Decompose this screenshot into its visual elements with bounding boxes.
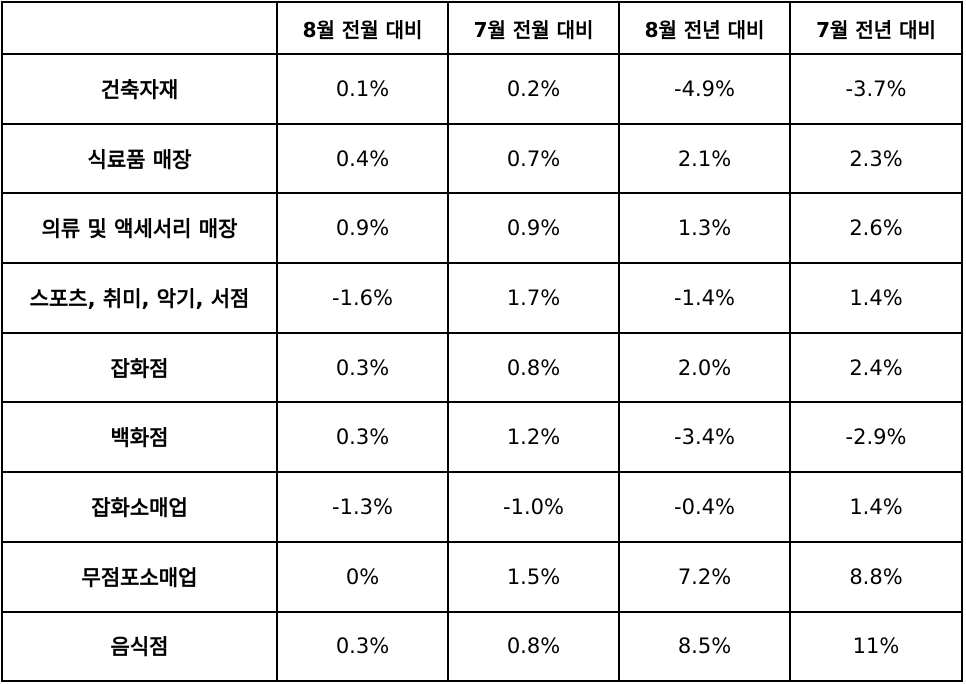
cell-jul-yoy: 8.8% xyxy=(789,540,963,613)
cell-jul-mom: 0.7% xyxy=(447,122,620,195)
header-jul-yoy: 7월 전년 대비 xyxy=(789,1,963,55)
cell-aug-mom: 0.9% xyxy=(276,192,449,265)
table-row: 스포츠, 취미, 악기, 서점 -1.6% 1.7% -1.4% 1.4% xyxy=(1,262,963,334)
table-row: 건축자재 0.1% 0.2% -4.9% -3.7% xyxy=(1,53,963,125)
header-aug-mom: 8월 전월 대비 xyxy=(276,1,449,55)
cell-aug-yoy: -4.9% xyxy=(618,53,791,125)
cell-aug-mom: 0.4% xyxy=(276,122,449,195)
row-label: 잡화점 xyxy=(1,331,278,404)
row-label: 음식점 xyxy=(1,610,278,683)
cell-jul-mom: 1.5% xyxy=(447,540,620,613)
row-label: 잡화소매업 xyxy=(1,471,278,543)
table-row: 식료품 매장 0.4% 0.7% 2.1% 2.3% xyxy=(1,122,963,195)
cell-aug-mom: -1.3% xyxy=(276,471,449,543)
table-row: 백화점 0.3% 1.2% -3.4% -2.9% xyxy=(1,401,963,474)
cell-aug-yoy: 2.0% xyxy=(618,331,791,404)
header-jul-mom: 7월 전월 대비 xyxy=(447,1,620,55)
row-label: 건축자재 xyxy=(1,53,278,125)
cell-jul-mom: -1.0% xyxy=(447,471,620,543)
table-row: 잡화점 0.3% 0.8% 2.0% 2.4% xyxy=(1,331,963,404)
cell-jul-mom: 1.2% xyxy=(447,401,620,474)
cell-aug-yoy: -3.4% xyxy=(618,401,791,474)
cell-aug-mom: 0% xyxy=(276,540,449,613)
cell-aug-mom: 0.1% xyxy=(276,53,449,125)
row-label: 백화점 xyxy=(1,401,278,474)
row-label: 스포츠, 취미, 악기, 서점 xyxy=(1,262,278,334)
cell-aug-mom: 0.3% xyxy=(276,401,449,474)
cell-jul-yoy: 1.4% xyxy=(789,262,963,334)
cell-jul-yoy: -3.7% xyxy=(789,53,963,125)
cell-aug-yoy: -0.4% xyxy=(618,471,791,543)
cell-aug-yoy: 8.5% xyxy=(618,610,791,683)
cell-jul-mom: 0.8% xyxy=(447,331,620,404)
table-row: 잡화소매업 -1.3% -1.0% -0.4% 1.4% xyxy=(1,471,963,543)
cell-jul-yoy: -2.9% xyxy=(789,401,963,474)
cell-aug-mom: -1.6% xyxy=(276,262,449,334)
header-cell-empty xyxy=(1,1,278,55)
table-header-row: 8월 전월 대비 7월 전월 대비 8월 전년 대비 7월 전년 대비 xyxy=(1,1,963,55)
cell-jul-yoy: 2.6% xyxy=(789,192,963,265)
cell-jul-yoy: 2.4% xyxy=(789,331,963,404)
cell-aug-mom: 0.3% xyxy=(276,610,449,683)
cell-jul-yoy: 1.4% xyxy=(789,471,963,543)
cell-aug-yoy: 7.2% xyxy=(618,540,791,613)
cell-jul-mom: 1.7% xyxy=(447,262,620,334)
row-label: 무점포소매업 xyxy=(1,540,278,613)
row-label: 의류 및 액세서리 매장 xyxy=(1,192,278,265)
header-aug-yoy: 8월 전년 대비 xyxy=(618,1,791,55)
cell-aug-yoy: 2.1% xyxy=(618,122,791,195)
cell-jul-yoy: 2.3% xyxy=(789,122,963,195)
row-label: 식료품 매장 xyxy=(1,122,278,195)
cell-aug-yoy: 1.3% xyxy=(618,192,791,265)
cell-aug-mom: 0.3% xyxy=(276,331,449,404)
cell-jul-mom: 0.9% xyxy=(447,192,620,265)
table-row: 무점포소매업 0% 1.5% 7.2% 8.8% xyxy=(1,540,963,613)
cell-jul-mom: 0.8% xyxy=(447,610,620,683)
table-row: 의류 및 액세서리 매장 0.9% 0.9% 1.3% 2.6% xyxy=(1,192,963,265)
cell-jul-mom: 0.2% xyxy=(447,53,620,125)
cell-aug-yoy: -1.4% xyxy=(618,262,791,334)
table-row: 음식점 0.3% 0.8% 8.5% 11% xyxy=(1,610,963,683)
cell-jul-yoy: 11% xyxy=(789,610,963,683)
